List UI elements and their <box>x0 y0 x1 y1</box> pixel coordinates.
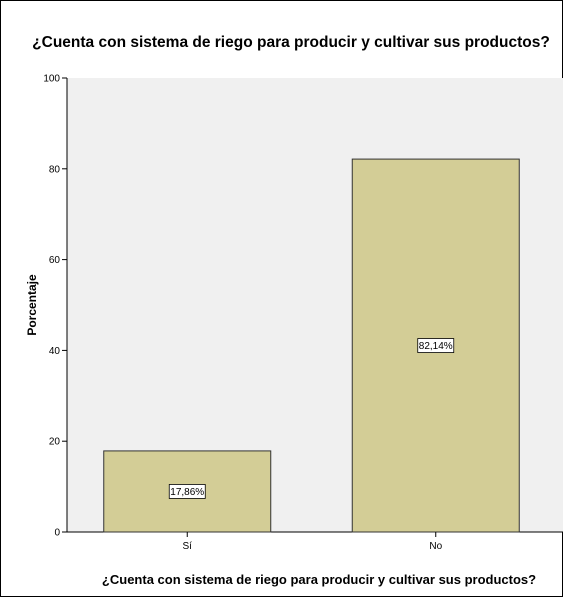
chart-title: ¿Cuenta con sistema de riego para produc… <box>32 34 550 51</box>
data-label-box <box>168 484 206 499</box>
y-tick-label: 20 <box>49 437 61 448</box>
y-axis-ticks: 0 20 40 60 80 100 <box>43 74 67 539</box>
y-tick-label: 0 <box>54 528 60 539</box>
x-tick-label: Sí <box>183 541 193 552</box>
y-tick-label: 60 <box>49 255 61 266</box>
data-label: 17,86% <box>170 487 204 498</box>
data-label: 82,14% <box>419 341 453 352</box>
y-axis-label: Porcentaje <box>25 274 39 336</box>
x-tick-label: No <box>429 541 442 552</box>
x-axis-ticks: Sí No <box>183 532 443 552</box>
y-tick-label: 100 <box>43 74 60 85</box>
y-tick-label: 80 <box>49 164 61 175</box>
y-tick-label: 40 <box>49 346 61 357</box>
x-axis-label: ¿Cuenta con sistema de riego para produc… <box>102 572 536 587</box>
data-label-box <box>417 338 455 353</box>
